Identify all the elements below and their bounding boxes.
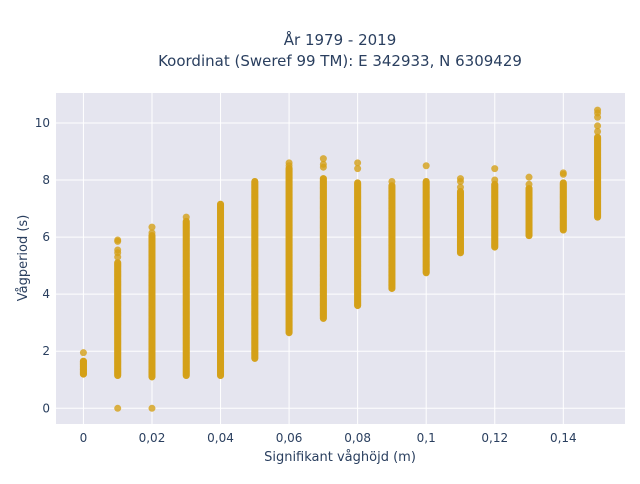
data-point — [559, 169, 567, 177]
x-tick-label: 0,14 — [550, 431, 577, 445]
data-point — [114, 259, 122, 267]
data-point — [525, 173, 533, 181]
data-point — [594, 133, 602, 141]
y-tick-label: 2 — [42, 344, 50, 358]
y-tick-label: 8 — [42, 173, 50, 187]
data-points — [79, 106, 602, 412]
data-point — [114, 246, 122, 254]
y-tick-label: 0 — [42, 401, 50, 415]
x-tick-label: 0 — [80, 431, 88, 445]
data-point — [251, 177, 259, 185]
data-point — [559, 179, 567, 187]
data-point — [388, 177, 396, 185]
data-point — [491, 165, 499, 173]
data-point — [422, 177, 430, 185]
data-point — [148, 229, 156, 237]
data-point — [456, 183, 464, 191]
data-point — [319, 175, 327, 183]
y-tick-label: 10 — [35, 116, 50, 130]
data-point — [525, 180, 533, 188]
x-tick-label: 0,1 — [417, 431, 436, 445]
x-tick-label: 0,08 — [344, 431, 371, 445]
chart-title-line-2: Koordinat (Sweref 99 TM): E 342933, N 63… — [158, 52, 522, 70]
data-point — [148, 404, 156, 412]
data-point — [354, 159, 362, 167]
y-tick-label: 6 — [42, 230, 50, 244]
data-point — [285, 159, 293, 167]
data-point — [319, 160, 327, 168]
data-point — [182, 213, 190, 221]
data-point — [594, 122, 602, 130]
data-point — [217, 200, 225, 208]
x-axis-title: Signifikant våghöjd (m) — [264, 450, 416, 465]
data-point — [594, 128, 602, 136]
data-point — [148, 223, 156, 231]
x-tick-label: 0,06 — [276, 431, 303, 445]
y-tick-labels: 0 2 4 6 8 10 — [35, 116, 50, 415]
data-point — [491, 176, 499, 184]
data-point — [456, 175, 464, 183]
x-tick-label: 0,04 — [207, 431, 234, 445]
data-point — [594, 106, 602, 114]
data-point — [114, 404, 122, 412]
data-point — [354, 179, 362, 187]
data-point — [114, 236, 122, 244]
x-tick-label: 0,02 — [139, 431, 166, 445]
data-point — [319, 155, 327, 163]
data-point — [79, 349, 87, 357]
data-point — [422, 162, 430, 170]
x-tick-label: 0,12 — [481, 431, 508, 445]
plot-area — [56, 93, 625, 424]
y-axis-title: Vågperiod (s) — [16, 215, 31, 302]
data-point — [354, 165, 362, 173]
chart-title-line-1: År 1979 - 2019 — [284, 30, 397, 49]
data-point — [79, 357, 87, 365]
x-tick-labels: 0 0,02 0,04 0,06 0,08 0,1 0,12 0,14 — [80, 431, 577, 445]
y-tick-label: 4 — [42, 287, 50, 301]
